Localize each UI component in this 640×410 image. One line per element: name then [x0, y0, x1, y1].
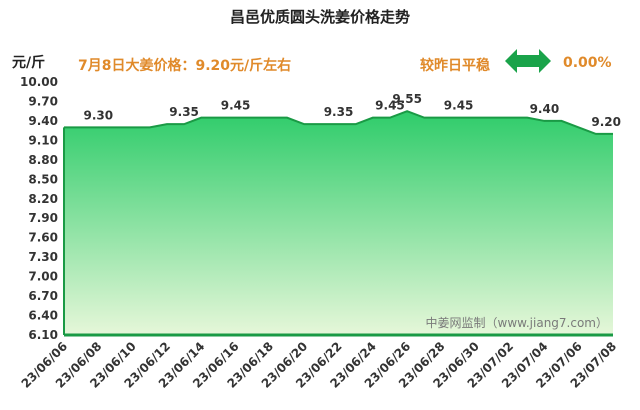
- y-tick-label: 7.00: [28, 270, 58, 284]
- data-label: 9.55: [392, 92, 422, 106]
- y-tick-label: 7.60: [28, 231, 58, 245]
- data-label: 9.20: [591, 115, 621, 129]
- data-label-layer: 9.30 9.35 9.45 9.35 9.459.55 9.45 9.409.20: [84, 92, 621, 129]
- data-label: 9.45: [444, 99, 474, 113]
- double-arrow-shape: [505, 49, 551, 73]
- y-tick-label: 9.40: [28, 114, 58, 128]
- y-tick-label: 8.80: [28, 153, 58, 167]
- price-line: [64, 110, 613, 135]
- y-tick-label: 6.10: [28, 328, 58, 342]
- watermark: 中姜网监制（www.jiang7.com）: [426, 315, 608, 330]
- change-value: 0.00%: [563, 55, 612, 71]
- area-fill: [64, 111, 613, 335]
- y-tick-label: 9.70: [28, 94, 58, 108]
- chart-title: 昌邑优质圆头洗姜价格走势: [229, 8, 410, 26]
- y-tick-label: 6.40: [28, 309, 58, 323]
- data-label: 9.45: [375, 99, 405, 113]
- compare-label: 较昨日平稳: [420, 58, 490, 74]
- area-layer: [64, 110, 613, 335]
- y-tick-label: 8.20: [28, 192, 58, 206]
- data-label: 9.35: [324, 105, 354, 119]
- y-tick-label: 9.10: [28, 133, 58, 147]
- today-price-text: 7月8日大姜价格：9.20元/斤左右: [78, 58, 292, 74]
- data-label: 9.35: [169, 105, 199, 119]
- y-axis-unit: 元/斤: [12, 55, 46, 71]
- y-tick-label: 7.90: [28, 211, 58, 225]
- data-label: 9.40: [530, 102, 560, 116]
- data-label: 9.45: [221, 99, 251, 113]
- y-tick-label: 7.30: [28, 250, 58, 264]
- data-label: 9.30: [84, 108, 114, 122]
- double-arrow-icon: [505, 49, 551, 73]
- y-tick-label: 10.00: [20, 75, 58, 89]
- y-tick-label: 6.70: [28, 289, 58, 303]
- y-tick-label: 8.50: [28, 172, 58, 186]
